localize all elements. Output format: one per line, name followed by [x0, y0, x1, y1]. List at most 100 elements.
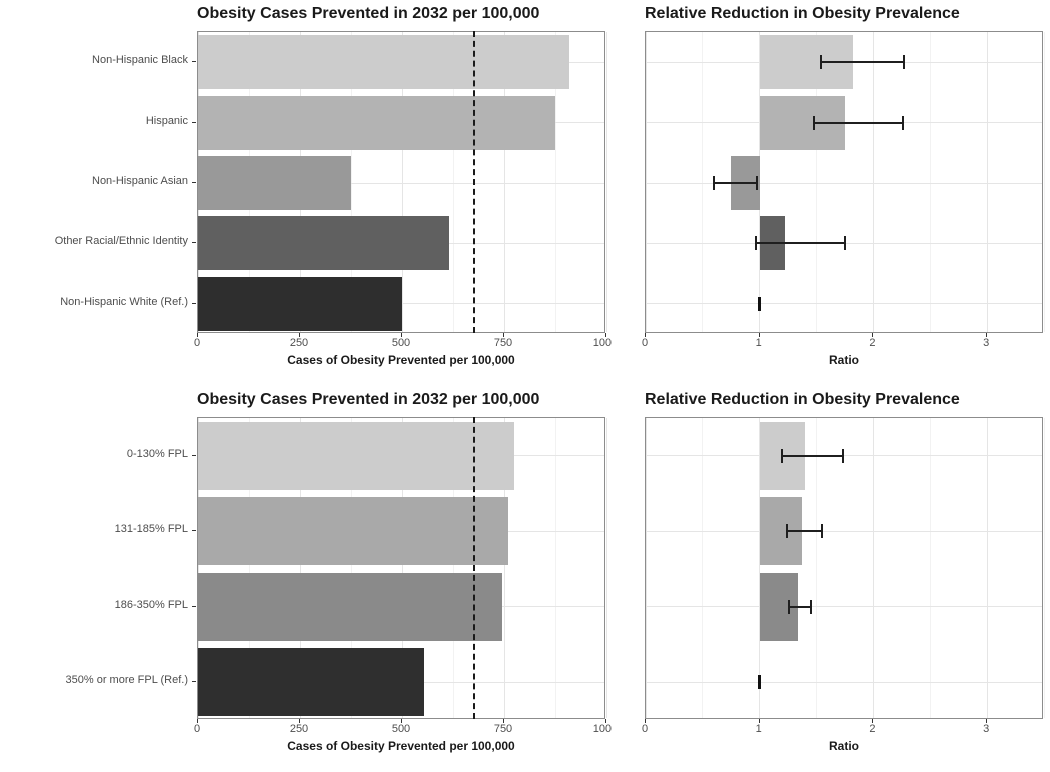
error-bar-line	[821, 61, 905, 64]
plot-panel	[197, 417, 607, 719]
x-axis-tick	[503, 719, 504, 723]
plot-panel	[197, 31, 607, 333]
error-bar-cap-high	[809, 599, 812, 614]
category-label: 131-185% FPL	[114, 523, 188, 536]
error-bar-line	[814, 121, 903, 124]
x-tick-labels: 0 250 500 750 1000	[0, 337, 612, 352]
chart-race-cases-prevented: Obesity Cases Prevented in 2032 per 100,…	[0, 0, 630, 386]
error-bar-cap-high	[821, 524, 824, 539]
chart-race-relative-reduction: Relative Reduction in Obesity Prevalence…	[630, 0, 1050, 386]
x-tick-label: 2	[869, 723, 876, 735]
bar-350-or-more-fpl-ref-	[198, 648, 425, 717]
error-bar-cap-high	[844, 236, 846, 251]
bar-non-hispanic-black	[198, 35, 570, 90]
error-bar-line	[787, 530, 823, 533]
bar-non-hispanic-white-ref-	[198, 276, 402, 331]
category-label: Non-Hispanic White (Ref.)	[60, 295, 188, 308]
y-axis-tick	[192, 242, 196, 244]
gridline-minor	[816, 418, 818, 718]
y-axis-tick	[192, 61, 196, 63]
gridline-major	[872, 32, 874, 332]
gridline-minor	[350, 418, 352, 718]
bar-non-hispanic-asian	[198, 156, 351, 210]
x-axis-tick	[758, 333, 760, 337]
error-bar-line	[756, 242, 845, 245]
gridline-major	[986, 32, 988, 332]
x-axis-tick	[872, 719, 874, 723]
error-bar-cap-low	[820, 55, 823, 70]
error-bar-cap-high	[903, 55, 906, 70]
gridline-major	[646, 530, 1042, 532]
gridline-major	[605, 418, 607, 718]
x-axis-tick	[872, 333, 874, 337]
x-axis-tick	[645, 719, 646, 723]
category-label: Non-Hispanic Black	[92, 54, 188, 67]
error-bar-cap-low	[713, 176, 716, 190]
gridline-major	[299, 418, 301, 718]
gridline-major	[197, 418, 199, 718]
error-bar-cap-low	[755, 236, 758, 251]
gridline-major	[646, 455, 1042, 457]
gridline-major	[986, 418, 988, 718]
gridline-minor	[350, 32, 352, 332]
gridline-major	[605, 32, 607, 332]
gridline-major	[401, 32, 403, 332]
error-bar-cap-high	[841, 448, 844, 463]
gridline-major	[646, 182, 1042, 184]
x-tick-label: 250	[289, 337, 309, 349]
chart-title: Relative Reduction in Obesity Prevalence	[645, 391, 960, 408]
bar-186-350-fpl	[198, 572, 502, 641]
error-bar-cap-high	[901, 115, 904, 130]
gridline-minor	[1043, 32, 1045, 332]
x-axis-tick	[503, 333, 504, 337]
x-tick-label: 500	[391, 723, 411, 735]
gridline-major	[872, 418, 874, 718]
reference-tick	[758, 675, 762, 690]
gridline-minor	[929, 418, 931, 718]
category-label: Hispanic	[145, 114, 188, 127]
x-tick-label: 1000	[592, 723, 612, 735]
x-tick-label: 0	[641, 337, 649, 349]
x-tick-label: 3	[983, 337, 990, 349]
plot-panel	[645, 417, 1045, 719]
x-tick-label: 0	[641, 723, 649, 735]
dashed-reference-line	[473, 417, 476, 719]
x-axis-tick	[401, 719, 402, 723]
x-axis-title: Ratio	[829, 353, 859, 367]
reference-tick	[758, 296, 762, 311]
gridline-major	[503, 32, 505, 332]
gridline-major	[401, 418, 403, 718]
error-bar-cap-low	[786, 524, 788, 539]
y-axis-tick	[192, 681, 196, 683]
x-tick-label: 1	[755, 337, 762, 349]
plot-panel	[645, 31, 1045, 333]
x-tick-label: 0	[193, 337, 201, 349]
error-bar-line	[714, 182, 758, 184]
y-axis-tick	[192, 121, 196, 123]
gridline-major	[646, 681, 1042, 683]
y-axis-tick	[192, 530, 196, 532]
gridline-major	[759, 418, 761, 718]
gridline-minor	[452, 32, 454, 332]
error-bar-cap-high	[756, 176, 759, 190]
x-axis-title: Cases of Obesity Prevented per 100,000	[287, 353, 515, 367]
gridline-major	[759, 32, 761, 332]
x-tick-label: 0	[193, 723, 201, 735]
category-label: 350% or more FPL (Ref.)	[65, 674, 188, 687]
x-tick-label: 750	[493, 337, 513, 349]
bar-131-185-fpl	[198, 497, 509, 566]
x-axis-tick	[197, 333, 198, 337]
x-axis-title: Ratio	[829, 739, 859, 753]
chart-title: Obesity Cases Prevented in 2032 per 100,…	[197, 5, 540, 22]
x-axis-tick	[986, 719, 988, 723]
chart-fpl-cases-prevented: Obesity Cases Prevented in 2032 per 100,…	[0, 386, 630, 772]
x-tick-labels: 0 250 500 750 1000	[0, 723, 612, 738]
gridline-minor	[702, 32, 704, 332]
gridline-minor	[1043, 418, 1045, 718]
x-tick-label: 3	[983, 723, 990, 735]
y-axis-tick	[192, 302, 196, 304]
x-axis-tick	[299, 719, 300, 723]
category-label: Other Racial/Ethnic Identity	[54, 235, 188, 248]
y-axis-tick	[192, 454, 196, 456]
